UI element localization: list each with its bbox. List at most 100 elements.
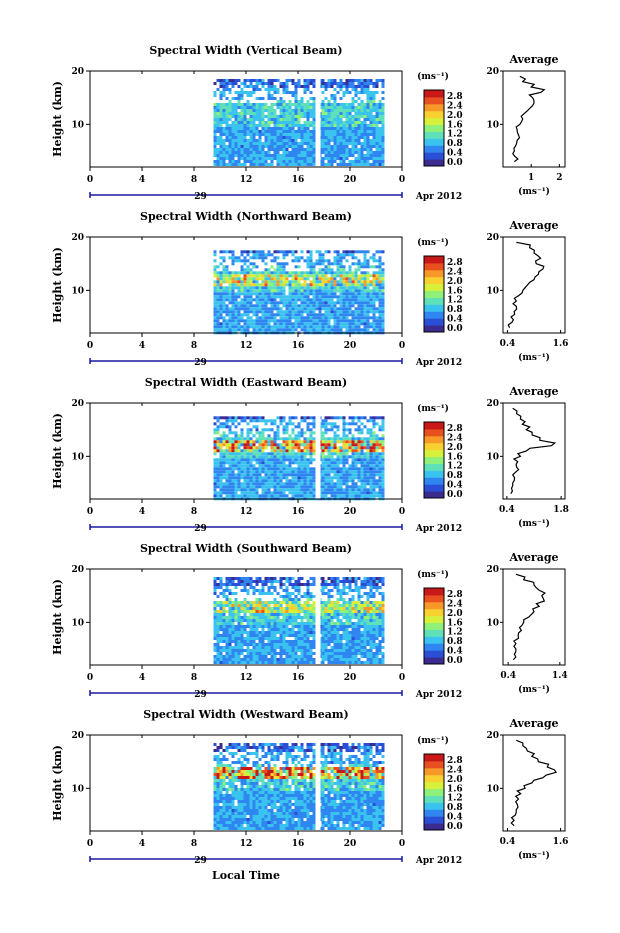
heatmap-cell: [373, 452, 376, 455]
heatmap-cell: [244, 277, 247, 280]
heatmap-cell: [334, 97, 337, 100]
heatmap-cell: [283, 467, 286, 470]
heatmap-cell: [322, 283, 325, 286]
x-tick-label: 0: [399, 175, 405, 185]
heatmap-cell: [364, 253, 367, 256]
heatmap-cell: [220, 136, 223, 139]
heatmap-cell: [331, 446, 334, 449]
heatmap-cell: [256, 79, 259, 82]
heatmap-cell: [217, 604, 220, 607]
heatmap-cell: [220, 583, 223, 586]
heatmap-cell: [253, 434, 256, 437]
heatmap-cell: [337, 482, 340, 485]
heatmap-cell: [382, 112, 385, 115]
heatmap-cell: [298, 452, 301, 455]
heatmap-cell: [310, 97, 313, 100]
heatmap-cell: [223, 256, 226, 259]
heatmap-cell: [253, 449, 256, 452]
heatmap-cell: [355, 106, 358, 109]
heatmap-cell: [337, 259, 340, 262]
heatmap-cell: [259, 437, 262, 440]
heatmap-cell: [289, 577, 292, 580]
heatmap-cell: [331, 130, 334, 133]
heatmap-cell: [334, 145, 337, 148]
heatmap-cell: [277, 467, 280, 470]
heatmap-cell: [271, 580, 274, 583]
heatmap-cell: [280, 643, 283, 646]
day-label: 29: [194, 524, 207, 534]
x-tick-label: 16: [292, 341, 305, 351]
heatmap-cell: [256, 250, 259, 253]
heatmap-cell: [232, 494, 235, 497]
heatmap-cell: [220, 470, 223, 473]
heatmap-cell: [280, 109, 283, 112]
heatmap-cell: [349, 328, 352, 331]
heatmap-cell: [283, 661, 286, 664]
heatmap-cell: [214, 151, 217, 154]
heatmap-cell: [280, 127, 283, 130]
heatmap-cell: [286, 157, 289, 160]
heatmap-cell: [265, 298, 268, 301]
heatmap-cell: [283, 109, 286, 112]
heatmap-cell: [325, 88, 328, 91]
heatmap-cell: [382, 130, 385, 133]
heatmap-cell: [304, 452, 307, 455]
heatmap-cell: [217, 494, 220, 497]
heatmap-cell: [367, 428, 370, 431]
heatmap-cell: [223, 455, 226, 458]
heatmap-cell: [241, 313, 244, 316]
heatmap-cell: [247, 643, 250, 646]
heatmap-cell: [319, 292, 322, 295]
heatmap-cell: [310, 322, 313, 325]
heatmap-cell: [226, 470, 229, 473]
heatmap-cell: [247, 473, 250, 476]
colorbar-swatch: [424, 90, 444, 97]
heatmap-cell: [274, 449, 277, 452]
heatmap-cell: [265, 440, 268, 443]
heatmap-cell: [283, 298, 286, 301]
heatmap-cell: [316, 313, 319, 316]
heatmap-cell: [307, 295, 310, 298]
heatmap-cell: [259, 295, 262, 298]
heatmap-cell: [256, 115, 259, 118]
heatmap-cell: [280, 292, 283, 295]
heatmap-cell: [289, 142, 292, 145]
heatmap-cell: [313, 262, 316, 265]
heatmap-cell: [310, 443, 313, 446]
heatmap-cell: [283, 295, 286, 298]
heatmap-cell: [223, 151, 226, 154]
heatmap-cell: [358, 250, 361, 253]
heatmap-cell: [256, 425, 259, 428]
x-tick-label: 0: [399, 507, 405, 517]
heatmap-cell: [265, 136, 268, 139]
heatmap-cell: [223, 127, 226, 130]
heatmap-cell: [343, 458, 346, 461]
heatmap-cell: [349, 85, 352, 88]
heatmap-cell: [364, 133, 367, 136]
heatmap-cell: [343, 479, 346, 482]
heatmap-cell: [382, 316, 385, 319]
heatmap-cell: [247, 259, 250, 262]
heatmap-cell: [217, 461, 220, 464]
heatmap-cell: [262, 419, 265, 422]
heatmap-cell: [214, 631, 217, 634]
heatmap-cell: [241, 619, 244, 622]
heatmap-cell: [313, 488, 316, 491]
heatmap-cell: [313, 145, 316, 148]
heatmap-cell: [295, 157, 298, 160]
heatmap-cell: [220, 328, 223, 331]
heatmap-cell: [250, 127, 253, 130]
heatmap-cell: [277, 485, 280, 488]
heatmap-cell: [361, 163, 364, 166]
heatmap-cell: [277, 277, 280, 280]
heatmap-cell: [241, 604, 244, 607]
heatmap-cell: [256, 280, 259, 283]
heatmap-cell: [220, 262, 223, 265]
heatmap-cell: [262, 634, 265, 637]
heatmap-cell: [274, 586, 277, 589]
heatmap-cell: [244, 446, 247, 449]
heatmap-cell: [250, 154, 253, 157]
heatmap-cell: [259, 646, 262, 649]
heatmap-cell: [301, 301, 304, 304]
heatmap-cell: [268, 277, 271, 280]
